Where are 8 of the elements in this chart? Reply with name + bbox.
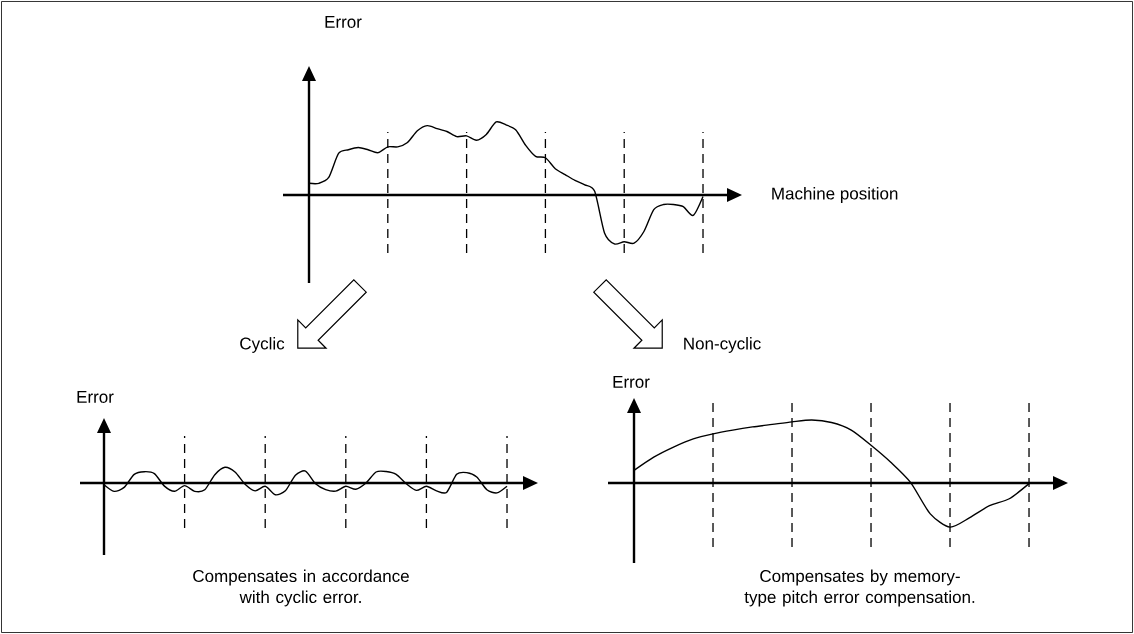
text: Compensates by memory-type pitch error compensation. <box>744 569 975 607</box>
y-axis-title: Error <box>325 16 362 28</box>
text: Non-cyclic <box>684 337 761 353</box>
y-axis-title: Error <box>77 391 114 403</box>
text: Compensates in accordance with cyclic error. <box>193 569 409 607</box>
x-axis-title: Machine position <box>772 187 898 203</box>
text: Cyclic <box>240 337 285 353</box>
y-axis-title: Error <box>613 376 650 388</box>
